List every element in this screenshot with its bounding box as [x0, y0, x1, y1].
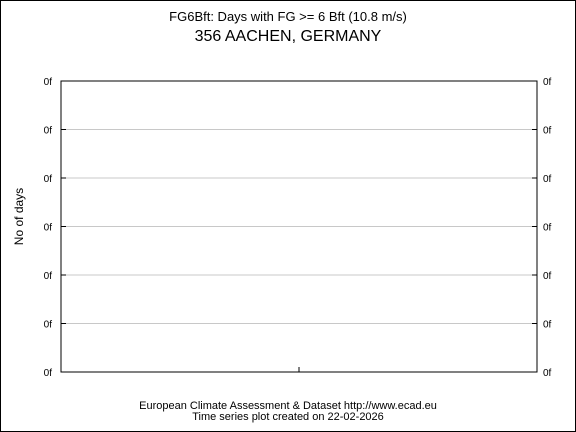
footer-credit: European Climate Assessment & Dataset ht…: [139, 400, 437, 412]
y-axis-label: No of days: [12, 188, 26, 245]
y-tick-label-left: 0f: [44, 126, 53, 137]
chart-title: FG6Bft: Days with FG >= 6 Bft (10.8 m/s): [169, 9, 407, 24]
y-tick-label-left: 0f: [44, 271, 53, 282]
y-tick-label-left: 0f: [44, 77, 53, 88]
y-tick-label-left: 0f: [44, 320, 53, 331]
chart-subtitle: 356 AACHEN, GERMANY: [194, 28, 382, 45]
y-tick-label-left: 0f: [44, 223, 53, 234]
y-tick-label-right: 0f: [543, 320, 552, 331]
y-tick-label-right: 0f: [543, 223, 552, 234]
y-tick-label-left: 0f: [44, 368, 53, 379]
y-tick-label-right: 0f: [543, 368, 552, 379]
y-tick-label-left: 0f: [44, 174, 53, 185]
y-tick-label-right: 0f: [543, 77, 552, 88]
footer-created-date: Time series plot created on 22-02-2026: [192, 411, 384, 423]
y-tick-label-right: 0f: [543, 174, 552, 185]
y-tick-label-right: 0f: [543, 126, 552, 137]
plot-border: [60, 80, 538, 373]
y-tick-label-right: 0f: [543, 271, 552, 282]
